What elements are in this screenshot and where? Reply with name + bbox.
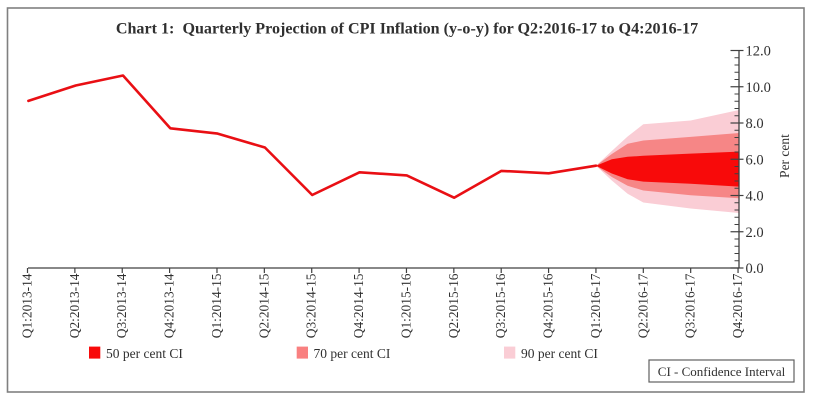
svg-text:8.0: 8.0 (746, 116, 764, 132)
svg-text:Q2:2013-14: Q2:2013-14 (67, 273, 82, 338)
svg-text:12.0: 12.0 (746, 44, 771, 60)
svg-text:Q3:2016-17: Q3:2016-17 (683, 273, 698, 338)
svg-text:Q4:2016-17: Q4:2016-17 (730, 273, 745, 338)
svg-text:70 per cent CI: 70 per cent CI (314, 346, 391, 361)
svg-text:Q3:2014-15: Q3:2014-15 (304, 273, 319, 338)
svg-text:6.0: 6.0 (746, 152, 764, 168)
svg-text:Q3:2013-14: Q3:2013-14 (114, 273, 129, 338)
svg-text:10.0: 10.0 (746, 80, 771, 96)
svg-text:Q4:2014-15: Q4:2014-15 (351, 273, 366, 338)
svg-text:Chart 1: Quarterly Projection: Chart 1: Quarterly Projection of CPI Inf… (116, 21, 698, 38)
svg-text:Q4:2013-14: Q4:2013-14 (162, 273, 177, 338)
svg-text:0.0: 0.0 (746, 261, 764, 277)
svg-text:Q1:2013-14: Q1:2013-14 (20, 273, 35, 338)
svg-text:4.0: 4.0 (746, 189, 764, 205)
svg-text:Q3:2015-16: Q3:2015-16 (493, 273, 508, 338)
svg-text:Q2:2014-15: Q2:2014-15 (256, 273, 271, 338)
svg-text:CI - Confidence Interval: CI - Confidence Interval (658, 364, 786, 379)
svg-text:Q1:2014-15: Q1:2014-15 (209, 273, 224, 338)
svg-text:2.0: 2.0 (746, 225, 764, 241)
svg-text:90 per cent CI: 90 per cent CI (521, 346, 598, 361)
svg-text:Q2:2016-17: Q2:2016-17 (635, 273, 650, 338)
svg-text:Q2:2015-16: Q2:2015-16 (446, 273, 461, 338)
svg-text:Q1:2015-16: Q1:2015-16 (398, 273, 413, 338)
svg-text:Per cent: Per cent (777, 134, 792, 178)
svg-text:Q4:2015-16: Q4:2015-16 (541, 273, 556, 338)
svg-text:50 per cent CI: 50 per cent CI (106, 346, 183, 361)
svg-text:Q1:2016-17: Q1:2016-17 (588, 273, 603, 338)
